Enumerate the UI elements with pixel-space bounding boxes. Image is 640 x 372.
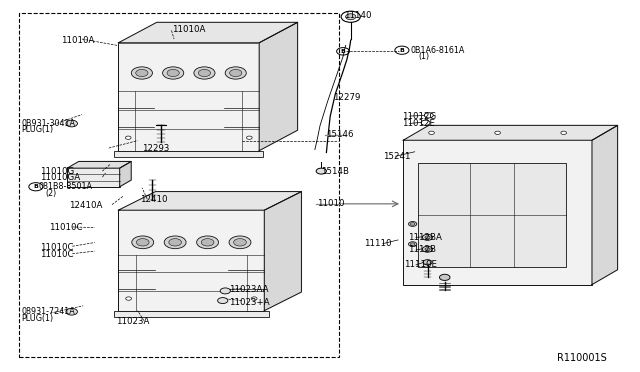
Text: 11110E: 11110E bbox=[404, 260, 438, 269]
Circle shape bbox=[218, 298, 228, 304]
Circle shape bbox=[229, 236, 251, 248]
Circle shape bbox=[220, 288, 230, 294]
Text: 12410A: 12410A bbox=[69, 201, 102, 210]
Circle shape bbox=[251, 297, 257, 300]
Circle shape bbox=[425, 236, 430, 239]
Bar bbox=[114, 311, 269, 317]
Text: (1): (1) bbox=[419, 52, 429, 61]
Circle shape bbox=[132, 236, 154, 248]
Text: 11012G: 11012G bbox=[402, 112, 436, 121]
Circle shape bbox=[429, 131, 435, 134]
Bar bbox=[118, 210, 264, 311]
Circle shape bbox=[169, 238, 182, 246]
Text: 12293: 12293 bbox=[142, 144, 170, 153]
Circle shape bbox=[410, 243, 415, 246]
Text: R110001S: R110001S bbox=[557, 353, 607, 363]
Polygon shape bbox=[118, 22, 298, 43]
Text: 081B8-8501A: 081B8-8501A bbox=[38, 182, 92, 191]
Text: PLUG(1): PLUG(1) bbox=[21, 314, 53, 323]
Circle shape bbox=[495, 131, 500, 134]
Bar bbox=[403, 140, 592, 285]
Text: (2): (2) bbox=[45, 189, 57, 198]
Text: 15241: 15241 bbox=[383, 153, 410, 161]
Circle shape bbox=[234, 238, 246, 246]
Text: 11010C: 11010C bbox=[40, 243, 74, 252]
Circle shape bbox=[424, 113, 433, 118]
Circle shape bbox=[408, 222, 417, 227]
Text: 11010A: 11010A bbox=[172, 25, 205, 33]
Text: 15146: 15146 bbox=[326, 130, 354, 139]
Text: 11010A: 11010A bbox=[61, 36, 94, 45]
Text: B: B bbox=[33, 184, 38, 189]
Text: 1112BA: 1112BA bbox=[408, 233, 442, 242]
Text: B: B bbox=[340, 49, 346, 54]
Circle shape bbox=[125, 297, 132, 300]
Text: 11010C: 11010C bbox=[40, 250, 74, 259]
Circle shape bbox=[136, 70, 148, 77]
Bar bbox=[19, 13, 339, 357]
Circle shape bbox=[225, 67, 246, 79]
Text: B: B bbox=[399, 48, 404, 53]
Circle shape bbox=[66, 308, 77, 315]
Circle shape bbox=[167, 70, 179, 77]
Text: 12410: 12410 bbox=[140, 195, 167, 204]
Polygon shape bbox=[67, 161, 131, 168]
Polygon shape bbox=[403, 125, 618, 140]
Bar bbox=[67, 168, 120, 187]
Circle shape bbox=[230, 70, 242, 77]
Text: 11010C: 11010C bbox=[49, 223, 82, 232]
Text: 11110: 11110 bbox=[364, 239, 391, 248]
Text: 11012E: 11012E bbox=[402, 119, 435, 128]
Circle shape bbox=[440, 274, 450, 280]
Text: 0B1A6-8161A: 0B1A6-8161A bbox=[411, 46, 465, 55]
Circle shape bbox=[66, 120, 77, 127]
Circle shape bbox=[246, 136, 252, 140]
Text: 11140: 11140 bbox=[344, 11, 372, 20]
Circle shape bbox=[136, 238, 149, 246]
Circle shape bbox=[425, 248, 430, 251]
Polygon shape bbox=[264, 192, 301, 311]
Circle shape bbox=[561, 131, 566, 134]
Circle shape bbox=[422, 234, 433, 240]
Bar bbox=[419, 163, 566, 267]
Circle shape bbox=[201, 238, 214, 246]
Polygon shape bbox=[118, 192, 301, 210]
Circle shape bbox=[408, 242, 417, 247]
Circle shape bbox=[164, 236, 186, 248]
Bar bbox=[114, 151, 264, 157]
Circle shape bbox=[163, 67, 184, 79]
Circle shape bbox=[196, 236, 218, 248]
Circle shape bbox=[316, 168, 326, 174]
Text: 11023A: 11023A bbox=[116, 317, 150, 326]
Text: 12279: 12279 bbox=[333, 93, 360, 102]
Circle shape bbox=[198, 70, 211, 77]
Text: 1514B: 1514B bbox=[321, 167, 349, 176]
Circle shape bbox=[422, 246, 433, 252]
Text: 11010G: 11010G bbox=[40, 167, 75, 176]
Bar bbox=[118, 43, 259, 151]
Circle shape bbox=[423, 260, 432, 265]
Text: 11010GA: 11010GA bbox=[40, 173, 81, 182]
Circle shape bbox=[421, 120, 430, 125]
Circle shape bbox=[131, 67, 152, 79]
Polygon shape bbox=[592, 125, 618, 285]
Text: 11010: 11010 bbox=[317, 199, 344, 208]
Text: 0B931-3041A: 0B931-3041A bbox=[21, 119, 75, 128]
Polygon shape bbox=[259, 22, 298, 151]
Text: 1112B: 1112B bbox=[408, 246, 436, 254]
Text: 11023AA: 11023AA bbox=[229, 285, 269, 294]
Circle shape bbox=[410, 222, 415, 225]
Circle shape bbox=[346, 14, 356, 20]
Text: 08931-7241A: 08931-7241A bbox=[21, 307, 75, 316]
Circle shape bbox=[125, 136, 131, 140]
Text: PLUG(1): PLUG(1) bbox=[21, 125, 53, 134]
Circle shape bbox=[194, 67, 215, 79]
Polygon shape bbox=[120, 161, 131, 187]
Text: 11023+A: 11023+A bbox=[229, 298, 269, 307]
